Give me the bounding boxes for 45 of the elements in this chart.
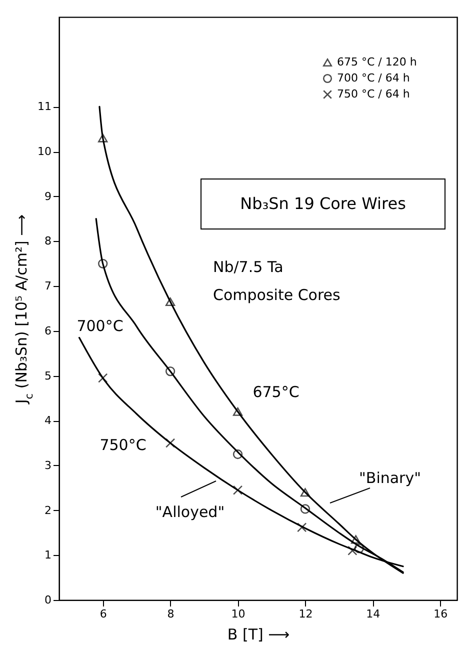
point <box>232 485 243 495</box>
y-tick-label: 4 <box>44 414 52 428</box>
x-tick-label: 8 <box>167 608 174 620</box>
x-axis-title: B [T] ⟶ <box>227 626 290 644</box>
y-tick-label: 2 <box>44 504 52 517</box>
legend-label: 700 °C / 64 h <box>337 72 410 84</box>
annotation: Nb/7.5 Ta <box>213 258 284 276</box>
annotation: 750°C <box>100 436 146 454</box>
y-tick-label: 5 <box>44 369 52 382</box>
point <box>300 488 310 497</box>
y-tick-label: 0 <box>44 594 52 606</box>
legend-label: 675 °C / 120 h <box>337 56 417 68</box>
y-tick-label: 9 <box>44 190 52 203</box>
point <box>165 366 176 376</box>
x-tick-label: 6 <box>100 608 107 620</box>
y-tick-label: 8 <box>44 234 52 248</box>
point <box>98 134 108 142</box>
y-tick-label: 7 <box>44 280 52 293</box>
annotation: "Binary" <box>359 469 421 487</box>
point <box>350 535 361 544</box>
point <box>297 522 307 532</box>
y-tick-label: 6 <box>44 324 52 338</box>
x-tick-label: 14 <box>366 608 380 620</box>
point <box>300 504 310 514</box>
x-tick-label: 12 <box>298 608 313 620</box>
legend-label: 750 °C / 64 h <box>337 88 410 100</box>
point <box>165 438 176 448</box>
point <box>232 449 243 460</box>
point <box>98 373 108 383</box>
annotation: "Alloyed" <box>155 503 225 521</box>
x-tick-label: 16 <box>434 608 448 620</box>
point <box>348 546 358 556</box>
annotation: 675°C <box>252 383 300 401</box>
annotation: 700°C <box>76 317 124 335</box>
y-tick-label: 11 <box>38 100 52 114</box>
point <box>232 407 243 416</box>
point <box>98 258 108 268</box>
annotation: Composite Cores <box>213 286 341 304</box>
x-tick-label: 10 <box>231 608 246 620</box>
y-tick-label: 10 <box>38 145 52 158</box>
y-tick-label: 1 <box>44 548 52 562</box>
point <box>165 298 176 306</box>
annotation: Nb₃Sn 19 Core Wires <box>240 194 406 213</box>
point <box>354 544 364 554</box>
y-tick-label: 3 <box>44 458 52 472</box>
